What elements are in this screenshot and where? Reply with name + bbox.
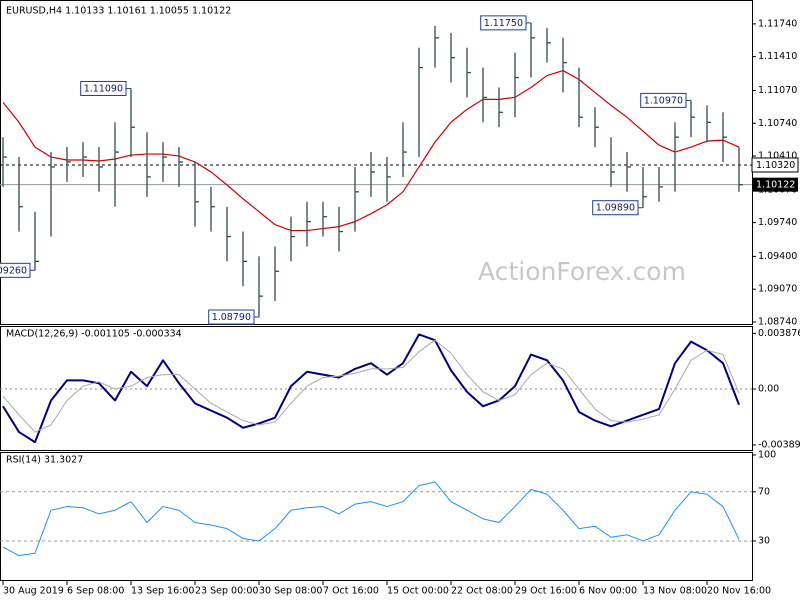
y-tick-label: 0.003876: [758, 328, 800, 339]
y-tick-label: 30: [758, 535, 770, 546]
y-tick-label: 1.08740: [758, 317, 797, 328]
x-tick-label: 15 Oct 00:00: [387, 586, 449, 597]
y-tick-label: 1.09400: [758, 251, 797, 262]
x-tick-label: 20 Nov 16:00: [707, 586, 771, 597]
x-tick-label: 13 Nov 08:00: [643, 586, 707, 597]
macd-panel: [0, 326, 753, 451]
y-tick-label: -0.003899: [758, 439, 800, 450]
x-tick-label: 13 Sep 16:00: [131, 586, 194, 597]
y-tick-label: 1.10740: [758, 118, 797, 129]
indicator-line: [2, 333, 740, 444]
y-tick-label: 1.11740: [758, 18, 797, 29]
y-tick-label: 1.10410: [758, 151, 797, 162]
price-label: 1.09890: [596, 203, 635, 214]
y-tick-label: 1.09070: [758, 284, 797, 295]
panel-title: RSI(14) 31.3027: [6, 455, 83, 466]
y-tick-label: 1.11410: [758, 51, 797, 62]
price-label: 1.10970: [644, 95, 683, 106]
panel-title: EURUSD,H4 1.10133 1.10161 1.10055 1.1012…: [6, 6, 231, 17]
y-tick-label: 0.00: [758, 384, 779, 395]
x-tick-label: 22 Oct 08:00: [451, 586, 513, 597]
axis-price-box: [751, 157, 799, 173]
panel-title: MACD(12,26,9) -0.001105 -0.000334: [6, 329, 182, 340]
axis-price-label: 1.10320: [756, 160, 795, 171]
x-tick-label: 30 Sep 08:00: [259, 586, 322, 597]
x-tick-label: 6 Sep 08:00: [67, 586, 124, 597]
y-tick-label: 70: [758, 486, 770, 497]
x-tick-label: 6 Nov 00:00: [579, 586, 637, 597]
axis-price-box: [752, 177, 798, 192]
y-tick-label: 100: [758, 449, 776, 460]
indicator-line: [2, 339, 740, 433]
price-label: 1.11750: [484, 18, 523, 29]
indicator-line: [2, 69, 740, 232]
y-tick-label: 1.11070: [758, 85, 797, 96]
x-tick-label: 30 Aug 2019: [3, 586, 64, 597]
watermark: ActionForex.com: [478, 257, 686, 286]
x-tick-label: 23 Sep 00:00: [195, 586, 258, 597]
rsi-panel: [0, 452, 753, 581]
axis-price-label: 1.10122: [756, 180, 795, 191]
price-label: 1.08790: [212, 312, 251, 323]
x-tick-label: 29 Oct 16:00: [515, 586, 577, 597]
y-tick-label: 1.09740: [758, 217, 797, 228]
price-label: 1.11090: [84, 83, 123, 94]
x-tick-label: 7 Oct 16:00: [323, 586, 379, 597]
indicator-line: [2, 481, 740, 557]
